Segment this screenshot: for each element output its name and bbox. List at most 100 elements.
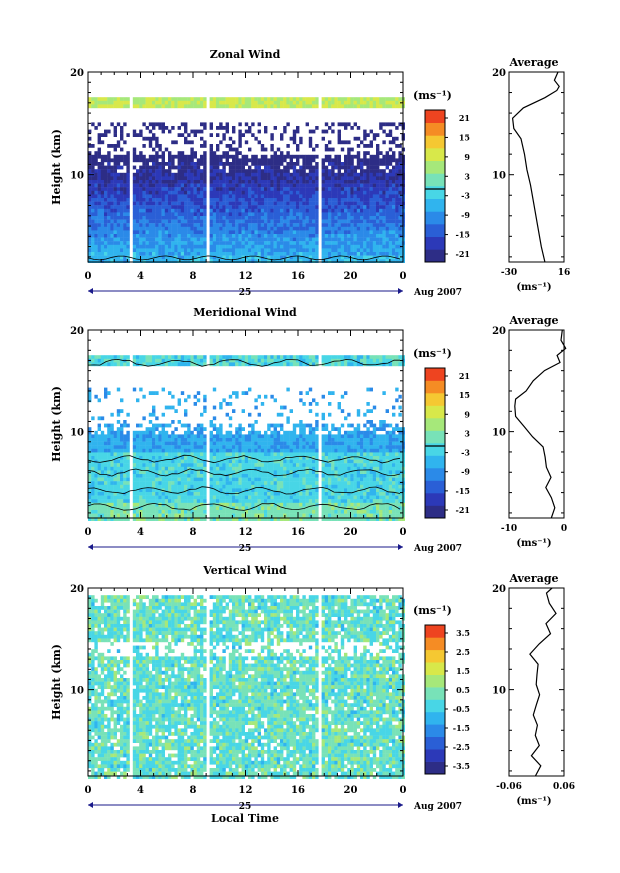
heatmap-cell — [158, 438, 162, 442]
heatmap-cell — [123, 97, 127, 101]
heatmap-cell — [212, 448, 217, 453]
heatmap-cell — [344, 208, 348, 213]
heatmap-cell — [257, 234, 261, 238]
heatmap-cell — [283, 104, 287, 109]
heatmap-cell — [132, 158, 137, 163]
heatmap-cell — [347, 176, 351, 181]
heatmap-cell — [296, 201, 300, 206]
heatmap-cell — [235, 448, 239, 453]
heatmap-cell — [152, 208, 156, 213]
heatmap-cell — [209, 248, 213, 253]
heatmap-cell — [116, 187, 121, 191]
heatmap-cell — [158, 144, 162, 148]
heatmap-cell — [219, 230, 223, 235]
heatmap-cell — [228, 100, 233, 105]
heatmap-cell — [116, 420, 121, 424]
heatmap-cell — [113, 147, 117, 152]
heatmap-cell — [174, 237, 178, 242]
heatmap-cell — [155, 448, 159, 453]
heatmap-cell — [184, 488, 188, 493]
heatmap-cell — [196, 484, 201, 489]
heatmap-cell — [139, 154, 143, 159]
heatmap-cell — [302, 208, 306, 213]
heatmap-cell — [104, 355, 108, 359]
heatmap-cell — [347, 205, 351, 209]
heatmap-cell — [241, 474, 245, 478]
heatmap-cell — [228, 358, 233, 363]
heatmap-cell — [190, 162, 194, 166]
heatmap-cell — [331, 205, 335, 209]
heatmap-cell — [174, 194, 178, 199]
heatmap-cell — [353, 154, 357, 159]
heatmap-cell — [360, 198, 364, 202]
heatmap-cell — [302, 172, 306, 177]
heatmap-cell — [180, 165, 185, 170]
heatmap-cell — [148, 510, 153, 514]
heatmap-cell — [193, 517, 197, 521]
heatmap-cell — [376, 230, 380, 235]
heatmap-cell — [171, 158, 175, 163]
heatmap-cell — [232, 162, 236, 166]
heatmap-cell — [104, 216, 108, 220]
heatmap-cell — [276, 212, 281, 217]
heatmap-cell — [168, 405, 172, 410]
heatmap-cell — [392, 140, 396, 145]
heatmap-cell — [126, 248, 130, 253]
heatmap-cell — [161, 456, 165, 460]
heatmap-cell — [193, 100, 197, 105]
heatmap-cell — [104, 104, 108, 109]
heatmap-cell — [171, 394, 175, 399]
heatmap-cell — [107, 463, 111, 467]
heatmap-cell — [136, 430, 140, 435]
heatmap-cell — [222, 190, 226, 195]
heatmap-cell — [97, 147, 101, 152]
heatmap-cell — [187, 241, 191, 245]
heatmap-cell — [212, 208, 217, 213]
heatmap-cell — [177, 201, 181, 206]
heatmap-cell — [193, 445, 197, 449]
heatmap-cell — [97, 136, 101, 141]
heatmap-cell — [168, 194, 172, 199]
heatmap-cell — [289, 198, 293, 202]
heatmap-cell — [331, 162, 335, 166]
heatmap-cell — [200, 474, 204, 478]
heatmap-cell — [228, 402, 233, 406]
heatmap-cell — [392, 259, 396, 263]
heatmap-cell — [347, 97, 351, 101]
heatmap-cell — [116, 495, 121, 500]
heatmap-cell — [104, 190, 108, 195]
heatmap-cell — [344, 183, 348, 188]
heatmap-cell — [238, 165, 242, 170]
heatmap-cell — [392, 241, 396, 245]
heatmap-cell — [241, 216, 245, 220]
heatmap-cell — [180, 362, 185, 367]
heatmap-cell — [158, 492, 162, 496]
heatmap-cell — [331, 176, 335, 181]
heatmap-cell — [395, 216, 399, 220]
heatmap-cell — [120, 427, 124, 431]
heatmap-cell — [155, 172, 159, 177]
heatmap-cell — [312, 241, 316, 245]
heatmap-cell — [171, 441, 175, 446]
heatmap-cell — [276, 100, 281, 105]
heatmap-cell — [142, 416, 146, 421]
heatmap-cell — [398, 212, 402, 217]
heatmap-cell — [212, 198, 217, 202]
heatmap-cell — [187, 205, 191, 209]
heatmap-cell — [232, 198, 236, 202]
heatmap-cell — [91, 255, 95, 260]
heatmap-cell — [283, 165, 287, 170]
heatmap-cell — [328, 237, 332, 242]
heatmap-cell — [225, 100, 229, 105]
heatmap-cell — [196, 172, 201, 177]
heatmap-cell — [187, 477, 191, 482]
heatmap-cell — [212, 434, 217, 439]
heatmap-cell — [292, 176, 297, 181]
heatmap-cell — [184, 470, 188, 475]
heatmap-cell — [337, 198, 341, 202]
heatmap-cell — [251, 180, 255, 184]
heatmap-cell — [216, 158, 220, 163]
heatmap-cell — [193, 169, 197, 173]
heatmap-cell — [344, 187, 348, 191]
heatmap-cell — [388, 212, 393, 217]
